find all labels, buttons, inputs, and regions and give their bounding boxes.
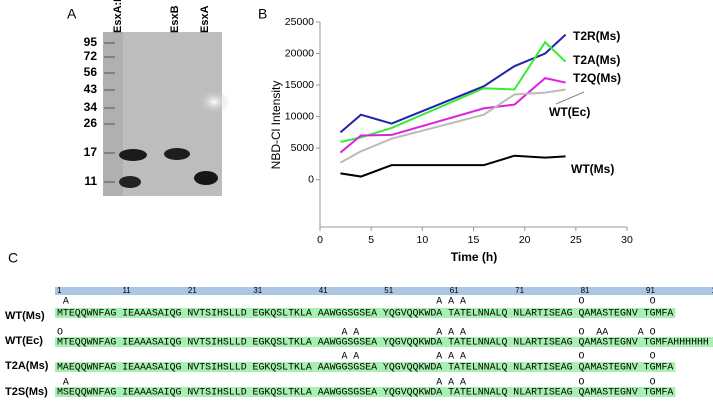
marker-label: 72 <box>84 49 98 63</box>
marker-label: 26 <box>84 116 98 130</box>
gel-glare <box>198 90 230 114</box>
x-tick-label: 5 <box>368 234 374 246</box>
panel-label: A <box>67 6 77 22</box>
x-tick-label: 25 <box>570 234 582 246</box>
x-tick-label: 15 <box>468 234 480 246</box>
ruler-number: 1 <box>57 286 62 295</box>
y-axis-title: NBD-Cl Intensity <box>269 81 283 170</box>
sequence-highlight <box>55 337 713 347</box>
lane-label: EsxA <box>199 5 211 33</box>
row-name: WT(Ec) <box>5 335 43 347</box>
gel-band <box>119 149 147 161</box>
sequence-highlight <box>55 362 676 372</box>
y-tick-label: 5000 <box>291 142 315 154</box>
ruler-number: 11 <box>122 286 131 295</box>
ruler-number: 81 <box>581 286 590 295</box>
series-label: WT(Ms) <box>571 162 614 176</box>
annotation: A A A A A O O <box>57 351 656 362</box>
y-tick-label: 15000 <box>285 79 314 91</box>
series-line <box>340 40 567 143</box>
lane-label: EsxB <box>169 5 181 33</box>
sequence-highlight <box>55 387 676 397</box>
ruler-number: 41 <box>319 286 328 295</box>
series-label: WT(Ec) <box>549 105 590 119</box>
sequence: MTEQQWNFAG IEAAASAIQG NVTSIHSLLD EGKQSLT… <box>57 308 673 319</box>
ruler-number: 61 <box>450 286 459 295</box>
panel-label: B <box>258 6 267 22</box>
ruler-number: 10 <box>712 286 713 295</box>
marker-label: 56 <box>84 65 98 79</box>
series-line <box>339 33 567 134</box>
ruler-number: 21 <box>188 286 197 295</box>
annotation: O A A A A A O AA A O <box>57 327 656 338</box>
marker-label: 34 <box>84 100 98 114</box>
series-label: T2R(Ms) <box>573 29 620 43</box>
x-tick-label: 0 <box>317 234 323 246</box>
x-axis-title: Time (h) <box>451 250 497 264</box>
ladder-marks <box>104 42 115 183</box>
row-name: T2S(Ms) <box>5 386 48 398</box>
y-tick-label: 0 <box>308 173 314 185</box>
annotation: A A A A O O <box>57 296 656 307</box>
ruler-number: 71 <box>515 286 524 295</box>
y-tick-label: 10000 <box>285 110 314 122</box>
gel-band <box>194 171 218 185</box>
annotation: A A A A O O <box>57 377 656 388</box>
sequence: MAEQQWNFAG IEAAASAIQG NVTSIHSLLD EGKQSLT… <box>57 362 673 373</box>
marker-label: 95 <box>84 35 98 49</box>
series-label: T2A(Ms) <box>573 53 620 67</box>
series-line <box>339 77 566 154</box>
lane-label: EsxA:B <box>112 0 124 33</box>
y-tick-label: 20000 <box>285 47 314 59</box>
ruler-number: 91 <box>646 286 655 295</box>
sequence: MTEQQWNFAG IEAAASAIQG NVTSIHSLLD EGKQSLT… <box>57 337 713 348</box>
gel-band <box>119 176 141 188</box>
alignment-ruler <box>55 287 713 295</box>
marker-label: 17 <box>84 145 98 159</box>
marker-label: 11 <box>84 174 97 188</box>
panel-label: C <box>8 250 18 266</box>
marker-label: 43 <box>84 82 98 96</box>
ruler-number: 31 <box>253 286 262 295</box>
y-tick-label: 25000 <box>285 16 314 28</box>
x-tick-label: 30 <box>621 234 633 246</box>
sequence: MSEQQWNFAG IEAAASAIQG NVTSIHSLLD EGKQSLT… <box>57 387 673 398</box>
ruler-number: 51 <box>384 286 393 295</box>
x-tick-label: 10 <box>416 234 428 246</box>
sequence-highlight <box>55 308 676 318</box>
label-pointer <box>555 91 585 105</box>
series-label: T2Q(Ms) <box>573 71 621 85</box>
series-line <box>340 154 566 178</box>
x-tick-label: 20 <box>519 234 531 246</box>
row-name: T2A(Ms) <box>5 360 49 372</box>
gel-band <box>164 148 190 160</box>
row-name: WT(Ms) <box>5 310 45 322</box>
series-line <box>339 88 566 164</box>
